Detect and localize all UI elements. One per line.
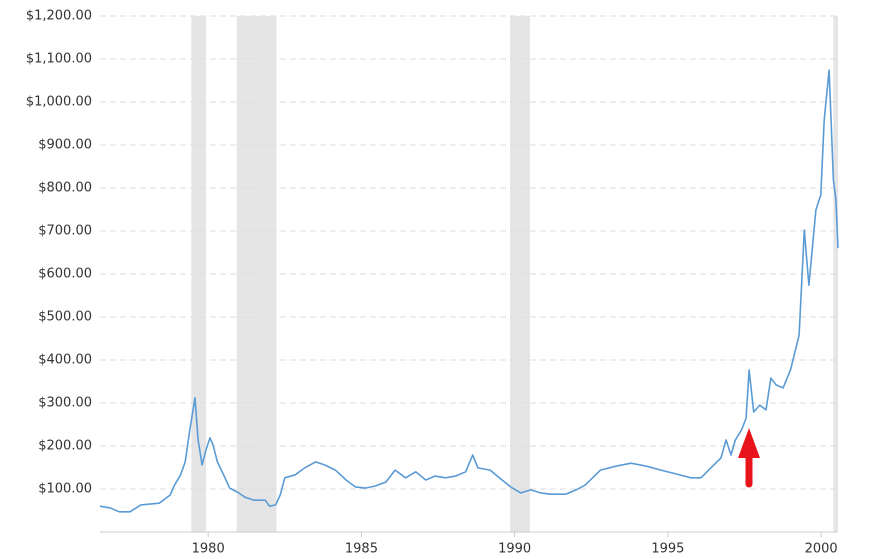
y-tick-label: $400.00 [38, 353, 92, 368]
y-tick-label: $200.00 [38, 439, 92, 454]
x-tick-label: 2000 [805, 542, 838, 557]
y-tick-label: $500.00 [38, 310, 92, 325]
annotation-arrow [738, 428, 760, 488]
x-tick-label: 1995 [651, 542, 684, 557]
y-tick-label: $300.00 [38, 396, 92, 411]
y-tick-label: $700.00 [38, 224, 92, 239]
y-tick-label: $1,000.00 [26, 95, 92, 110]
y-tick-label: $1,100.00 [26, 52, 92, 67]
y-tick-label: $600.00 [38, 267, 92, 282]
y-tick-label: $900.00 [38, 138, 92, 153]
y-tick-label: $800.00 [38, 181, 92, 196]
y-tick-label: $1,200.00 [26, 9, 92, 24]
price-line [99, 69, 839, 513]
x-tick-label: 1980 [192, 542, 225, 557]
y-tick-label: $100.00 [38, 482, 92, 497]
x-tick-label: 1990 [498, 542, 531, 557]
x-tick-label: 1985 [345, 542, 378, 557]
